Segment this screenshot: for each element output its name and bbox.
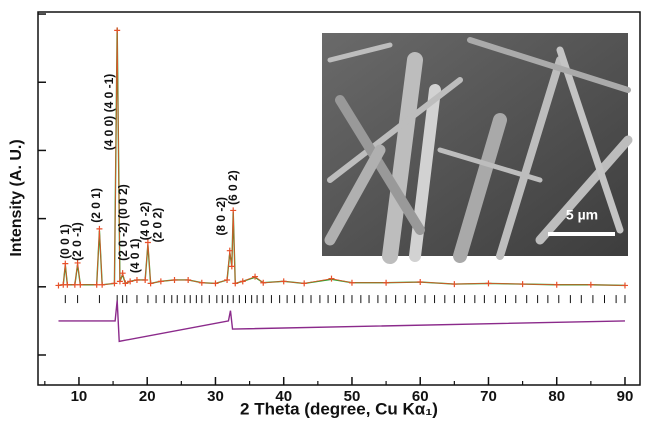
peak-label: (2 0 2) xyxy=(150,208,164,243)
observed-marker xyxy=(114,27,120,33)
peak-label: (2 0 1) xyxy=(89,188,103,223)
peak-label: (2 0 -1) xyxy=(70,222,84,261)
observed-marker xyxy=(142,277,148,283)
scale-bar-label: 5 µm xyxy=(566,207,598,223)
observed-marker xyxy=(417,279,423,285)
peak-label: (6 0 2) xyxy=(226,170,240,205)
x-tick-label: 30 xyxy=(207,388,224,405)
x-tick-label: 80 xyxy=(548,388,565,405)
observed-marker xyxy=(96,226,102,232)
series-line xyxy=(58,300,625,341)
observed-marker xyxy=(451,281,457,287)
x-tick-label: 20 xyxy=(139,388,156,405)
observed-marker xyxy=(240,278,246,284)
observed-marker xyxy=(99,282,105,288)
x-tick-label: 90 xyxy=(617,388,634,405)
observed-marker xyxy=(199,280,205,286)
x-axis-label: 2 Theta (degree, Cu Kα₁) xyxy=(240,399,438,418)
observed-marker xyxy=(230,207,236,213)
observed-marker xyxy=(229,263,235,269)
observed-marker xyxy=(185,277,191,283)
observed-marker xyxy=(94,282,100,288)
observed-marker xyxy=(520,281,526,287)
x-tick-label: 70 xyxy=(480,388,497,405)
peak-label: (4 0 1) xyxy=(128,238,142,273)
observed-marker xyxy=(64,282,70,288)
x-tick-label: 40 xyxy=(275,388,292,405)
observed-marker xyxy=(554,282,560,288)
sem-inset: 5 µm xyxy=(322,33,628,256)
observed-marker xyxy=(134,277,140,283)
observed-marker xyxy=(212,280,218,286)
observed-marker xyxy=(281,278,287,284)
observed-marker xyxy=(328,276,334,282)
observed-marker xyxy=(301,280,307,286)
observed-marker xyxy=(383,280,389,286)
observed-marker xyxy=(148,280,154,286)
observed-marker xyxy=(62,261,68,267)
observed-marker xyxy=(588,282,594,288)
observed-marker xyxy=(224,277,230,283)
observed-marker xyxy=(77,282,83,288)
x-tick-label: 10 xyxy=(71,388,88,405)
y-axis-label: Intensity (A. U.) xyxy=(8,139,25,256)
x-tick-label: 50 xyxy=(344,388,361,405)
observed-marker xyxy=(158,278,164,284)
observed-marker xyxy=(55,282,61,288)
observed-marker xyxy=(622,282,628,288)
chart: Intensity (A. U.) 2 Theta (degree, Cu Kα… xyxy=(0,0,647,422)
peak-label: (4 0 0) (4 0 -1) xyxy=(102,74,116,151)
observed-marker xyxy=(232,280,238,286)
observed-marker xyxy=(485,280,491,286)
observed-marker xyxy=(172,277,178,283)
observed-marker xyxy=(111,280,117,286)
observed-marker xyxy=(72,282,78,288)
x-tick-label: 60 xyxy=(412,388,429,405)
observed-marker xyxy=(349,280,355,286)
observed-marker xyxy=(117,278,123,284)
